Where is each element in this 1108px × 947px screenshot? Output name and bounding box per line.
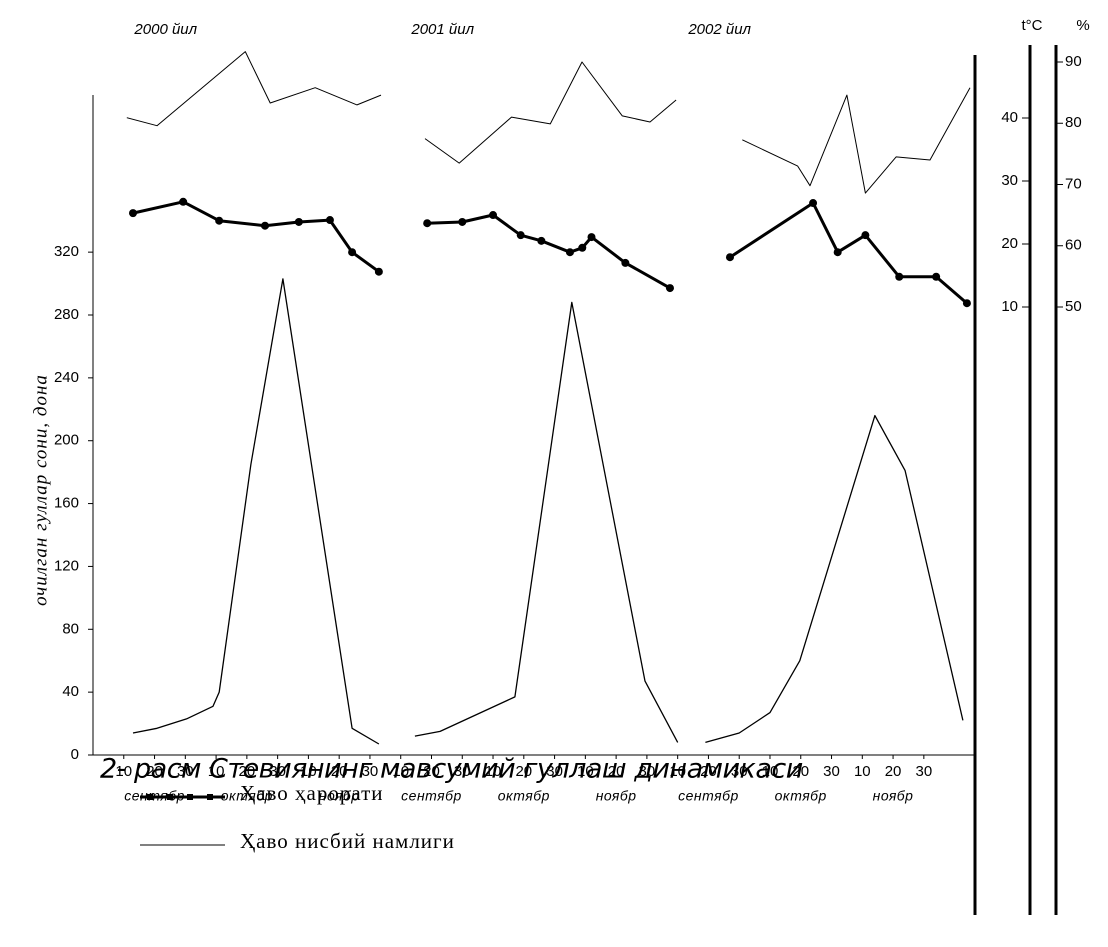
- x-tick-label: 30: [362, 763, 379, 780]
- month-label: октябр: [498, 788, 550, 804]
- series-marker: [833, 248, 842, 257]
- y-tick-label: 200: [54, 432, 79, 449]
- x-tick-label: 10: [392, 763, 409, 780]
- x-tick-label: 30: [823, 763, 840, 780]
- x-tick-label: 20: [423, 763, 440, 780]
- x-tick-label: 20: [146, 763, 163, 780]
- y3-tick-label: 50: [1065, 298, 1082, 315]
- series-marker: [489, 211, 498, 220]
- month-label: октябр: [775, 788, 827, 804]
- series-marker: [294, 217, 303, 226]
- panel-label: 2001 йил: [410, 21, 474, 38]
- y-tick-label: 160: [54, 495, 79, 512]
- legend-swatch-marker: [207, 794, 213, 800]
- x-tick-label: 30: [731, 763, 748, 780]
- y3-tick-label: 90: [1065, 53, 1082, 70]
- series-marker: [261, 221, 270, 230]
- month-label: октябр: [221, 788, 273, 804]
- legend-swatch-marker: [167, 794, 173, 800]
- x-tick-label: 10: [854, 763, 871, 780]
- series-marker: [374, 267, 383, 276]
- series-marker: [895, 272, 904, 281]
- month-label: ноябр: [319, 788, 360, 804]
- x-tick-label: 20: [239, 763, 256, 780]
- y3-tick-label: 70: [1065, 175, 1082, 192]
- series-marker: [215, 216, 224, 225]
- series-marker: [537, 236, 546, 245]
- x-tick-label: 30: [915, 763, 932, 780]
- y-tick-label: 120: [54, 557, 79, 574]
- series-marker: [578, 243, 587, 252]
- y-tick-label: 40: [62, 683, 79, 700]
- series-marker: [565, 248, 574, 257]
- x-tick-label: 20: [792, 763, 809, 780]
- y3-tick-label: 60: [1065, 237, 1082, 254]
- panel-label: 2000 йил: [133, 21, 197, 38]
- y-tick-label: 240: [54, 369, 79, 386]
- series-marker: [587, 233, 596, 242]
- series-marker: [179, 197, 188, 206]
- y2-tick-label: 10: [1001, 298, 1018, 315]
- x-tick-label: 10: [208, 763, 225, 780]
- chart-title: 2- расм Стевиянинг мавсумий гуллаш динам…: [100, 754, 803, 785]
- series-marker: [325, 216, 334, 225]
- y2-tick-label: 20: [1001, 235, 1018, 252]
- series-marker: [458, 217, 467, 226]
- series-marker: [516, 231, 525, 240]
- panel-label: 2002 йил: [687, 21, 751, 38]
- series-marker: [861, 231, 870, 240]
- x-tick-label: 20: [515, 763, 532, 780]
- x-tick-label: 10: [485, 763, 502, 780]
- y-tick-label: 0: [71, 746, 79, 763]
- legend-label: Ҳаво нисбий намлиги: [240, 829, 455, 853]
- x-tick-label: 30: [269, 763, 286, 780]
- series-line: [126, 51, 971, 194]
- series-marker: [809, 199, 818, 208]
- y-axis-label: очилган гуллар сони, дона: [30, 374, 51, 606]
- series-marker: [932, 272, 941, 281]
- x-tick-label: 10: [577, 763, 594, 780]
- legend-label: Ҳаво ҳарорати: [240, 781, 384, 805]
- legend-swatch-marker: [187, 794, 193, 800]
- month-label: сентябр: [678, 788, 739, 804]
- y3-axis-label: %: [1076, 17, 1089, 34]
- y2-tick-label: 30: [1001, 172, 1018, 189]
- x-tick-label: 10: [300, 763, 317, 780]
- series-marker: [129, 209, 138, 218]
- x-tick-label: 30: [454, 763, 471, 780]
- x-tick-label: 20: [700, 763, 717, 780]
- series-marker: [962, 299, 971, 308]
- x-tick-label: 20: [331, 763, 348, 780]
- series-marker: [665, 284, 674, 293]
- y-tick-label: 320: [54, 243, 79, 260]
- x-tick-label: 10: [762, 763, 779, 780]
- legend-swatch-marker: [147, 794, 153, 800]
- x-tick-label: 20: [608, 763, 625, 780]
- month-label: сентябр: [401, 788, 462, 804]
- y2-tick-label: 40: [1001, 109, 1018, 126]
- series-marker: [348, 248, 357, 257]
- x-tick-label: 30: [177, 763, 194, 780]
- month-label: ноябр: [873, 788, 914, 804]
- series-marker: [725, 253, 734, 262]
- series-marker: [423, 219, 432, 228]
- x-tick-label: 10: [115, 763, 132, 780]
- y-tick-label: 280: [54, 306, 79, 323]
- series-line: [132, 278, 964, 745]
- month-label: ноябр: [596, 788, 637, 804]
- y-tick-label: 80: [62, 620, 79, 637]
- x-tick-label: 30: [639, 763, 656, 780]
- series-marker: [621, 258, 630, 267]
- x-tick-label: 20: [885, 763, 902, 780]
- y2-axis-label: t°C: [1022, 17, 1043, 34]
- y3-tick-label: 80: [1065, 114, 1082, 131]
- x-tick-label: 10: [669, 763, 686, 780]
- x-tick-label: 30: [546, 763, 563, 780]
